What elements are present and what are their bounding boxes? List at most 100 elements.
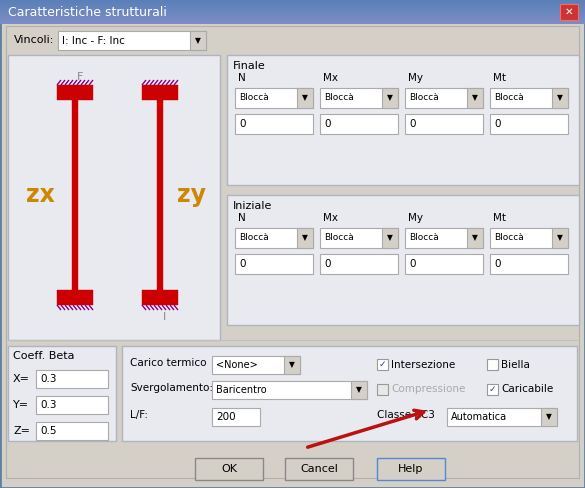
- Text: ▼: ▼: [387, 94, 393, 102]
- Text: Compressione: Compressione: [391, 385, 466, 394]
- Bar: [0, 14, 585, 15]
- Text: Bloccà: Bloccà: [409, 233, 439, 243]
- Text: I: Inc - F: Inc: I: Inc - F: Inc: [62, 36, 125, 45]
- Bar: [297, 88, 313, 108]
- Text: Bloccà: Bloccà: [239, 94, 269, 102]
- Bar: [405, 114, 483, 134]
- Bar: [212, 381, 367, 399]
- Text: Bloccà: Bloccà: [324, 94, 354, 102]
- Text: ▼: ▼: [289, 361, 295, 369]
- Text: Coeff. Beta: Coeff. Beta: [13, 351, 74, 361]
- Bar: [490, 88, 568, 108]
- Text: ▼: ▼: [546, 412, 552, 422]
- Text: 0.3: 0.3: [40, 400, 57, 410]
- Bar: [0, 23, 585, 24]
- Text: Automatica: Automatica: [451, 412, 507, 422]
- Text: ✓: ✓: [378, 360, 386, 369]
- Bar: [0, 13, 585, 14]
- Bar: [190, 31, 206, 50]
- Text: Mx: Mx: [323, 73, 338, 83]
- Text: 0: 0: [239, 119, 246, 129]
- Bar: [382, 88, 398, 108]
- Bar: [195, 458, 263, 480]
- Bar: [122, 346, 577, 441]
- Bar: [0, 4, 585, 5]
- Bar: [0, 5, 585, 6]
- Bar: [377, 384, 388, 395]
- Text: 0: 0: [324, 119, 331, 129]
- Text: 0: 0: [409, 119, 415, 129]
- Bar: [0, 11, 585, 12]
- Text: ▼: ▼: [472, 94, 478, 102]
- Bar: [0, 22, 585, 23]
- Bar: [57, 85, 93, 95]
- Text: Bloccà: Bloccà: [494, 94, 524, 102]
- Text: Mt: Mt: [493, 213, 506, 223]
- Bar: [142, 295, 178, 305]
- Text: Intersezione: Intersezione: [391, 360, 455, 369]
- Bar: [235, 88, 313, 108]
- Text: ▼: ▼: [387, 233, 393, 243]
- Bar: [487, 384, 498, 395]
- Bar: [490, 228, 568, 248]
- Text: Carico termico: Carico termico: [130, 358, 207, 368]
- Text: 0: 0: [324, 259, 331, 269]
- Text: ▼: ▼: [557, 233, 563, 243]
- Bar: [467, 228, 483, 248]
- Text: zx: zx: [26, 183, 54, 207]
- Bar: [36, 370, 108, 388]
- Text: OK: OK: [221, 464, 237, 474]
- Text: Classe EC3: Classe EC3: [377, 410, 435, 420]
- FancyArrowPatch shape: [308, 410, 424, 447]
- Bar: [0, 12, 585, 13]
- Bar: [285, 458, 353, 480]
- Bar: [36, 422, 108, 440]
- Text: 200: 200: [216, 412, 236, 422]
- Text: Caricabile: Caricabile: [501, 385, 553, 394]
- Bar: [157, 100, 163, 290]
- Bar: [405, 228, 483, 248]
- Bar: [0, 15, 585, 16]
- Text: ▼: ▼: [302, 233, 308, 243]
- Bar: [0, 1, 585, 2]
- Text: 0: 0: [494, 259, 501, 269]
- Bar: [487, 359, 498, 370]
- Bar: [0, 21, 585, 22]
- Bar: [0, 0, 585, 1]
- Bar: [212, 356, 300, 374]
- Bar: [0, 18, 585, 19]
- Bar: [377, 359, 388, 370]
- Bar: [320, 228, 398, 248]
- Bar: [235, 228, 313, 248]
- Bar: [36, 396, 108, 414]
- Text: ▼: ▼: [472, 233, 478, 243]
- Text: Vincoli:: Vincoli:: [14, 35, 54, 45]
- Bar: [227, 55, 579, 185]
- Bar: [552, 88, 568, 108]
- Bar: [57, 95, 93, 100]
- Text: Caratteristiche strutturali: Caratteristiche strutturali: [8, 5, 167, 19]
- Bar: [0, 3, 585, 4]
- Text: Y=: Y=: [13, 400, 29, 410]
- Bar: [0, 6, 585, 7]
- Bar: [142, 290, 178, 295]
- Text: Mt: Mt: [493, 73, 506, 83]
- Bar: [0, 16, 585, 17]
- Bar: [447, 408, 557, 426]
- Bar: [284, 356, 300, 374]
- Text: L/F:: L/F:: [130, 410, 148, 420]
- Bar: [351, 381, 367, 399]
- Text: My: My: [408, 73, 423, 83]
- Bar: [382, 228, 398, 248]
- Text: Svergolamento:: Svergolamento:: [130, 383, 213, 393]
- Bar: [405, 254, 483, 274]
- Text: Baricentro: Baricentro: [216, 385, 267, 395]
- Text: Z=: Z=: [13, 426, 30, 436]
- Text: Bloccà: Bloccà: [324, 233, 354, 243]
- Text: Bloccà: Bloccà: [239, 233, 269, 243]
- Text: X=: X=: [13, 374, 30, 384]
- Text: Bloccà: Bloccà: [409, 94, 439, 102]
- Bar: [227, 195, 579, 325]
- Text: ▼: ▼: [302, 94, 308, 102]
- Text: Iniziale: Iniziale: [233, 201, 273, 211]
